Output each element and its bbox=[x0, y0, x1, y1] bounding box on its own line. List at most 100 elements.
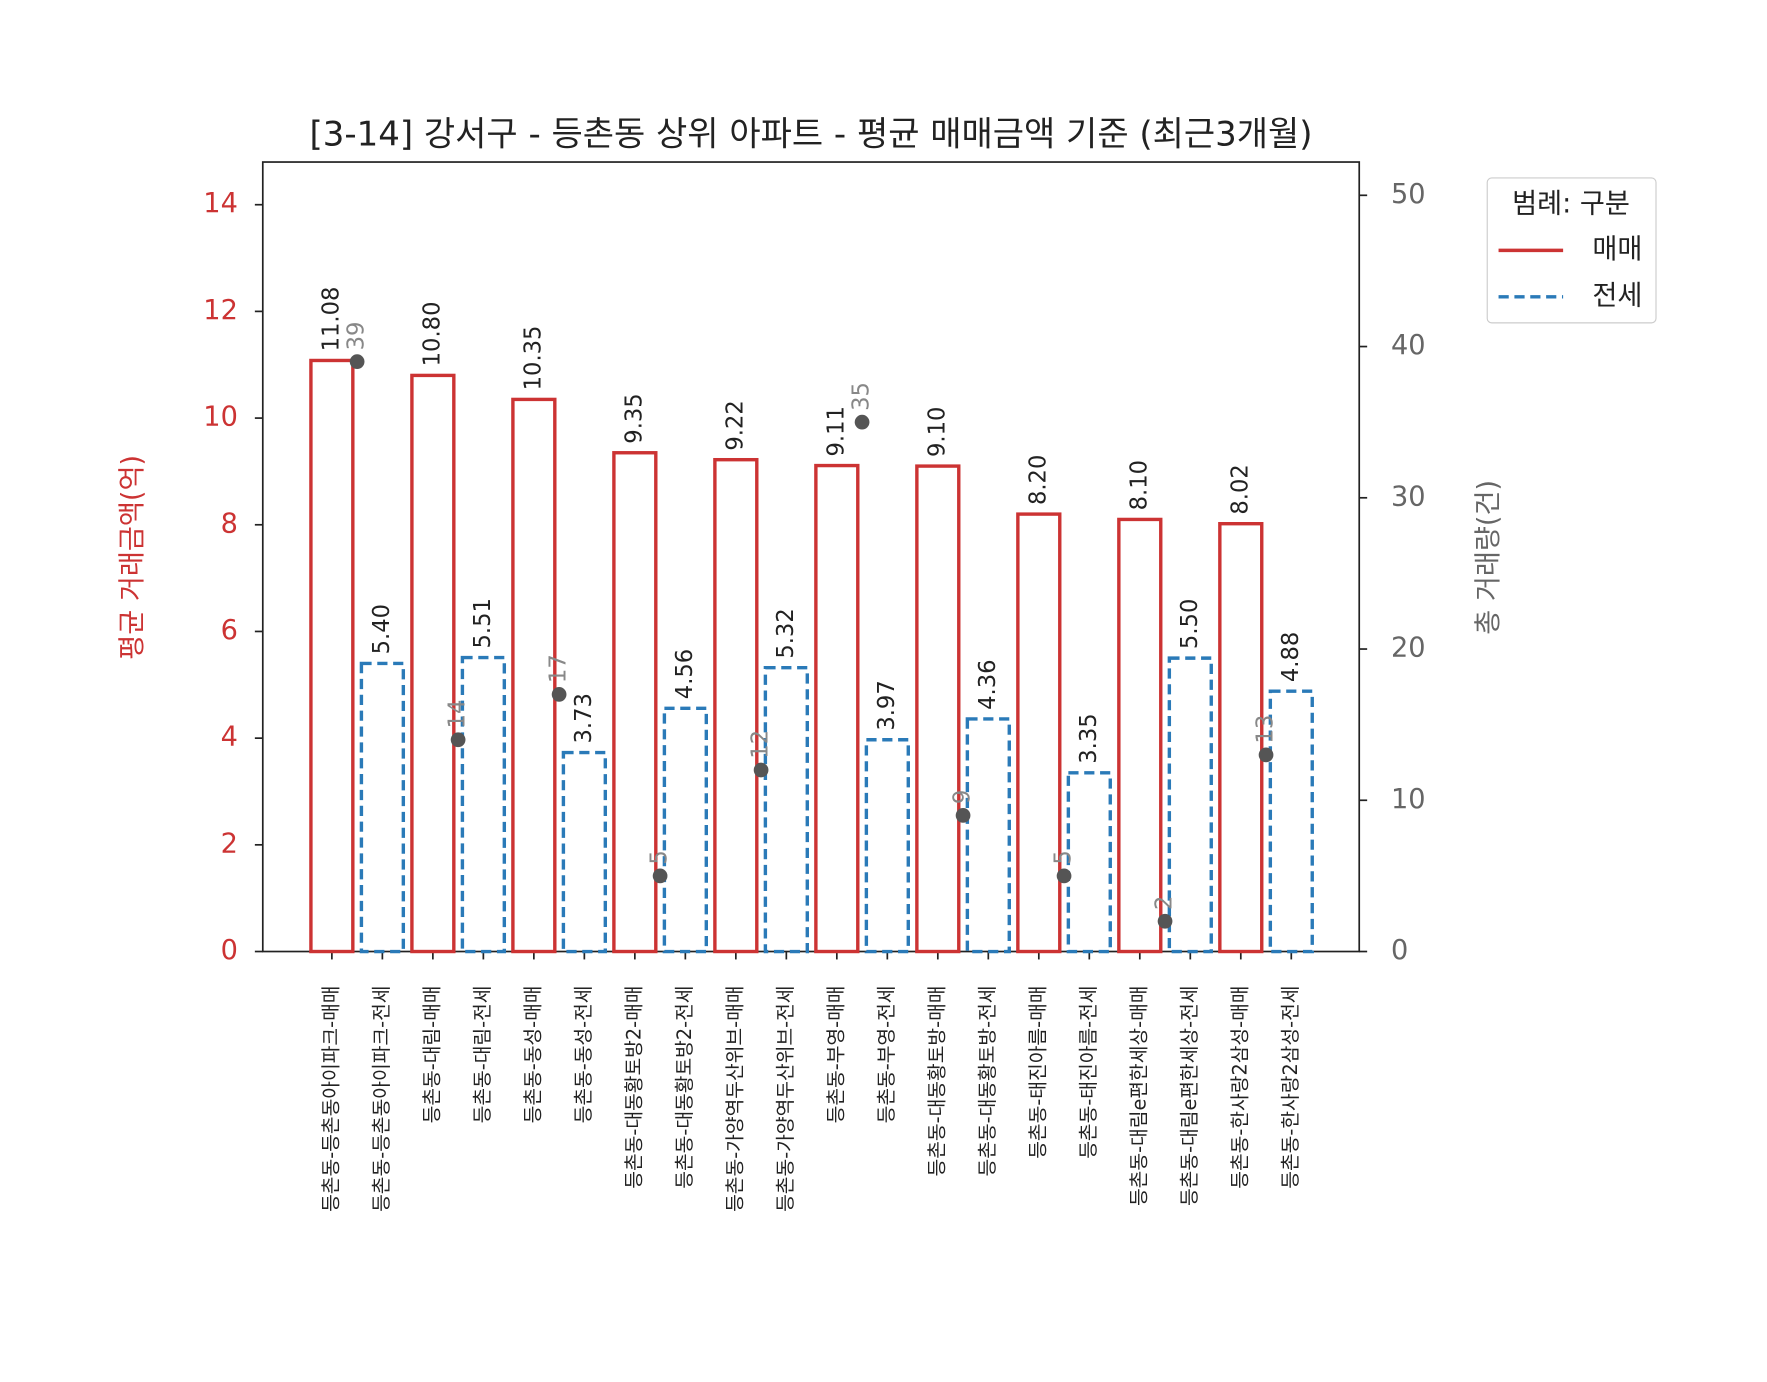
value-label: 5.40 bbox=[369, 604, 395, 654]
bar bbox=[662, 706, 709, 954]
x-tick-label: 등촌동-한사랑2삼성-전세 bbox=[1279, 986, 1302, 1189]
value-label: 5.51 bbox=[470, 598, 496, 648]
count-label: 5 bbox=[1051, 850, 1077, 864]
count-label: 39 bbox=[344, 322, 370, 351]
bar bbox=[612, 451, 658, 954]
x-tick-label: 등촌동-대동황토방-매매 bbox=[925, 986, 948, 1177]
y2-tick-label: 50 bbox=[1391, 179, 1426, 210]
count-dot bbox=[753, 762, 769, 778]
count-label: 35 bbox=[849, 382, 875, 411]
bar bbox=[1167, 656, 1213, 954]
value-label: 8.10 bbox=[1126, 460, 1152, 510]
value-label: 4.88 bbox=[1278, 632, 1304, 682]
y2-tick-label: 40 bbox=[1391, 330, 1426, 361]
count-label: 14 bbox=[445, 700, 471, 729]
value-label: 9.22 bbox=[722, 400, 748, 450]
bar bbox=[1016, 512, 1062, 954]
legend-title: 범례: 구분 bbox=[1512, 189, 1630, 220]
value-label: 11.08 bbox=[318, 287, 344, 352]
value-label: 4.36 bbox=[975, 659, 1001, 709]
value-label: 10.80 bbox=[419, 302, 445, 367]
bar bbox=[713, 457, 759, 954]
bar bbox=[1268, 689, 1314, 954]
count-dot bbox=[854, 414, 870, 430]
count-label: 12 bbox=[748, 730, 774, 759]
count-dot bbox=[1056, 868, 1072, 884]
legend-label: 전세 bbox=[1592, 280, 1642, 311]
plot-frame bbox=[261, 161, 1361, 953]
x-tick-label: 등촌동-가양역두산위브-전세 bbox=[774, 986, 797, 1212]
count-dot bbox=[349, 354, 365, 370]
x-tick-label: 등촌동-등촌동아이파크-전세 bbox=[370, 986, 393, 1212]
count-dot bbox=[955, 808, 971, 823]
bar bbox=[359, 661, 406, 954]
value-label: 3.97 bbox=[874, 680, 900, 730]
value-label: 3.73 bbox=[571, 693, 597, 743]
y-tick-label: 12 bbox=[203, 295, 238, 326]
x-tick-label: 등촌동-동성-전세 bbox=[572, 986, 595, 1124]
value-label: 9.35 bbox=[621, 393, 647, 443]
x-tick-label: 등촌동-대림e편한세상-전세 bbox=[1178, 986, 1201, 1207]
x-tick-label: 등촌동-대림-매매 bbox=[420, 986, 443, 1124]
y-tick-label: 4 bbox=[221, 722, 238, 753]
x-tick-label: 등촌동-등촌동아이파크-매매 bbox=[319, 986, 342, 1212]
x-tick-label: 등촌동-부영-전세 bbox=[875, 986, 898, 1124]
x-tick-label: 등촌동-동성-매매 bbox=[521, 986, 544, 1124]
bar bbox=[410, 373, 456, 954]
y-tick-label: 8 bbox=[221, 508, 238, 539]
value-label: 8.02 bbox=[1227, 464, 1253, 514]
y-tick-label: 0 bbox=[221, 935, 238, 966]
x-tick-label: 등촌동-대동황토방2-전세 bbox=[673, 986, 696, 1189]
x-tick-label: 등촌동-대림e편한세상-매매 bbox=[1127, 986, 1150, 1207]
bar bbox=[460, 655, 507, 954]
count-label: 9 bbox=[950, 790, 976, 804]
bar bbox=[561, 750, 608, 954]
y-tick-label: 6 bbox=[221, 615, 238, 646]
count-dot bbox=[1157, 913, 1173, 929]
y2-tick-label: 10 bbox=[1391, 784, 1426, 815]
x-tick-label: 등촌동-대동황토방-전세 bbox=[976, 986, 999, 1177]
x-tick-label: 등촌동-가양역두산위브-매매 bbox=[723, 986, 746, 1212]
count-dot bbox=[551, 687, 567, 702]
value-label: 9.10 bbox=[924, 407, 950, 457]
value-label: 4.56 bbox=[672, 649, 698, 699]
value-label: 10.35 bbox=[520, 326, 546, 391]
bar bbox=[915, 464, 961, 954]
value-label: 3.35 bbox=[1076, 713, 1102, 763]
count-label: 5 bbox=[647, 850, 673, 864]
y2-axis-label: 총 거래량(건) bbox=[1473, 480, 1504, 635]
bar bbox=[1218, 522, 1264, 954]
count-dot bbox=[450, 732, 466, 748]
value-label: 9.11 bbox=[823, 406, 849, 456]
count-dot bbox=[1258, 747, 1274, 763]
x-tick-label: 등촌동-부영-매매 bbox=[824, 986, 847, 1124]
bar bbox=[309, 358, 355, 954]
y2-tick-label: 0 bbox=[1391, 935, 1408, 966]
count-label: 13 bbox=[1253, 715, 1279, 744]
bar bbox=[1117, 517, 1163, 954]
y2-tick-label: 20 bbox=[1391, 633, 1426, 664]
value-label: 8.20 bbox=[1025, 455, 1051, 505]
bar bbox=[864, 738, 910, 954]
count-label: 17 bbox=[546, 654, 572, 683]
y-tick-label: 2 bbox=[221, 828, 238, 859]
bar bbox=[511, 397, 557, 954]
chart-title: [3-14] 강서구 - 등촌동 상위 아파트 - 평균 매매금액 기준 (최근… bbox=[310, 114, 1313, 154]
x-tick-label: 등촌동-한사랑2삼성-매매 bbox=[1228, 986, 1251, 1189]
y-axis-label: 평균 거래금액(억) bbox=[117, 455, 148, 660]
value-label: 5.32 bbox=[773, 608, 799, 658]
legend-box bbox=[1486, 177, 1657, 324]
bar bbox=[814, 463, 860, 954]
legend-label: 매매 bbox=[1592, 234, 1642, 265]
y2-tick-label: 30 bbox=[1391, 481, 1426, 512]
x-tick-label: 등촌동-대림-전세 bbox=[471, 986, 494, 1124]
count-label: 2 bbox=[1152, 896, 1178, 910]
x-tick-label: 등촌동-대동황토방2-매매 bbox=[622, 986, 645, 1189]
y-tick-label: 10 bbox=[203, 402, 238, 433]
x-tick-label: 등촌동-태진아름-전세 bbox=[1077, 986, 1100, 1159]
bar bbox=[763, 666, 809, 954]
value-label: 5.50 bbox=[1177, 599, 1203, 649]
y-tick-label: 14 bbox=[203, 188, 238, 219]
bar bbox=[1066, 771, 1112, 954]
